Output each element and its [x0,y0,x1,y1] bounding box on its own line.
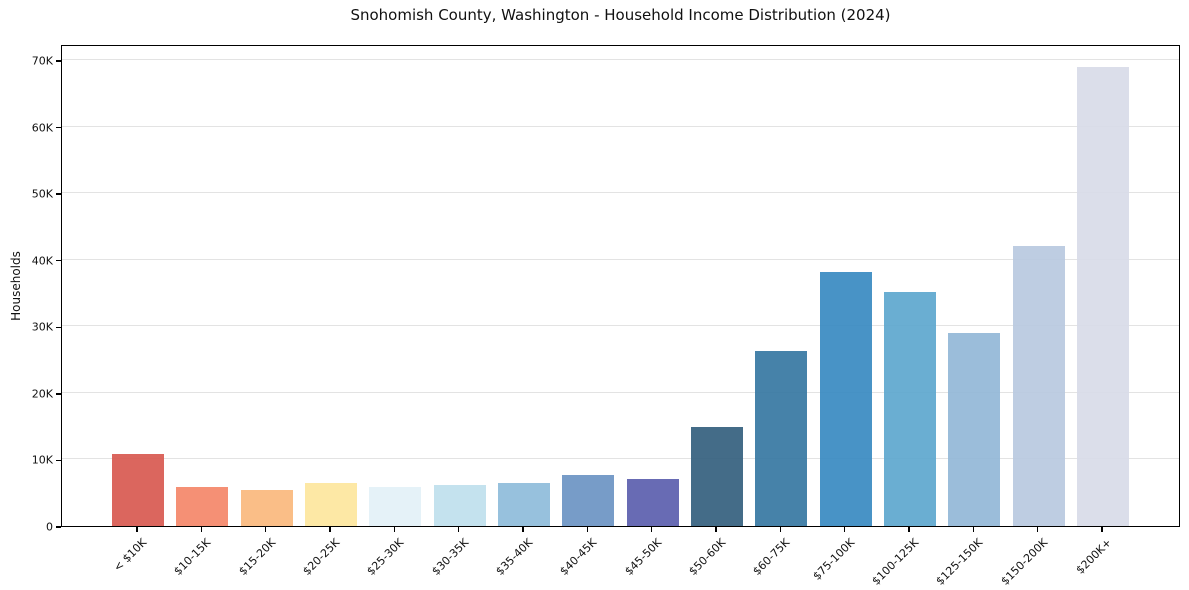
bar-< $10K [112,454,164,526]
x-tick-label: $20-25K [300,536,343,578]
x-tick-mark [972,527,974,532]
bar-$45-50K [626,478,679,526]
x-tick-mark [200,527,203,532]
gridline [62,258,1179,260]
y-tick-mark [56,60,61,62]
x-tick-mark [329,527,331,532]
y-tick-label: 20K [31,387,53,401]
x-tick-mark [1101,527,1103,532]
x-tick-label: $15-20K [235,536,278,578]
x-tick-label: $30-35K [428,536,471,578]
x-tick-label: $100-125K [869,536,922,588]
gridline [62,58,1179,60]
y-tick-mark [56,459,61,462]
bar-$100-125K [883,292,936,526]
x-tick-mark [264,527,267,532]
y-tick-mark [56,126,61,129]
gridline [62,391,1179,393]
bar-$75-100K [819,271,872,526]
y-tick-label: 40K [31,254,53,268]
bar-$20-25K [304,483,357,526]
gridline [62,458,1179,460]
bar-$60-75K [755,350,808,526]
y-tick-label: 10K [31,453,53,467]
x-tick-label: $200K+ [1073,536,1115,577]
y-tick-mark [56,526,61,528]
y-tick-label: 70K [31,54,53,68]
x-tick-mark [522,527,524,532]
y-tick-label: 50K [31,187,53,201]
y-tick-mark [56,260,61,262]
x-tick-label: < $10K [111,536,150,575]
x-tick-label: $45-50K [621,536,664,578]
x-tick-mark [457,527,460,532]
bar-$50-60K [690,426,743,526]
x-tick-mark [908,527,910,532]
x-tick-mark [136,527,138,532]
chart-title: Snohomish County, Washington - Household… [350,6,891,24]
bar-$200K+ [1076,67,1129,526]
bar-$35-40K [497,483,550,526]
x-tick-label: $150-200K [998,536,1050,588]
bar-$10-15K [176,486,229,526]
bar-$150-200K [1012,246,1065,526]
bar-$15-20K [240,490,293,526]
x-tick-label: $50-60K [686,536,729,578]
gridline [62,325,1179,327]
gridline [62,125,1179,127]
y-tick-mark [56,326,61,328]
x-tick-label: $10-15K [171,536,214,578]
gridline [62,192,1179,194]
y-tick-mark [56,393,61,395]
bar-$30-35K [433,484,486,526]
bar-$125-150K [948,332,1001,526]
bar-$25-30K [369,487,422,526]
x-tick-mark [650,527,653,532]
x-tick-label: $25-30K [364,536,407,578]
x-tick-label: $125-150K [933,536,986,588]
y-tick-label: 60K [31,121,53,135]
x-tick-label: $60-75K [750,536,793,578]
x-tick-label: $75-100K [810,536,857,583]
x-tick-mark [779,527,781,532]
plot-area [61,45,1180,527]
x-tick-mark [843,527,846,532]
x-tick-mark [715,527,717,532]
x-tick-mark [1036,527,1039,532]
y-tick-label: 0 [46,520,53,534]
x-tick-label: $35-40K [493,536,536,578]
y-tick-label: 30K [31,320,53,334]
x-tick-mark [586,527,588,532]
x-tick-label: $40-45K [557,536,600,578]
bar-$40-45K [562,475,615,526]
x-tick-mark [393,527,395,532]
y-tick-mark [56,193,61,195]
